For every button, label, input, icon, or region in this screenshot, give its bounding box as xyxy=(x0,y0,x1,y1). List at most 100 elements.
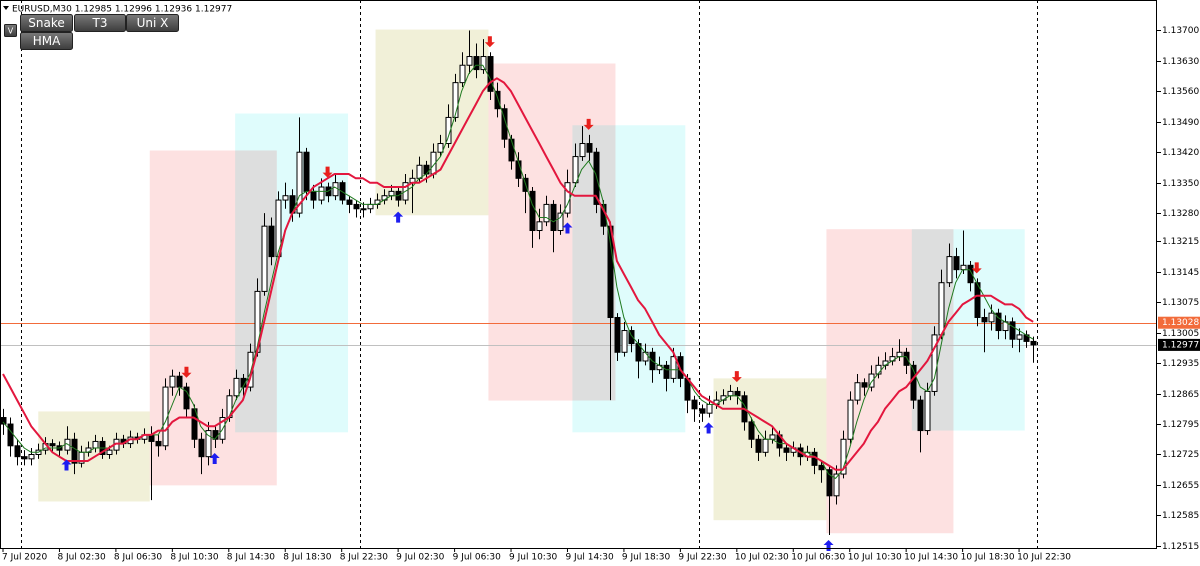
bull-candle-body xyxy=(480,56,487,71)
y-tick-label: 1.12865 xyxy=(1162,390,1199,400)
bear-candle-body xyxy=(903,351,910,366)
bear-candle-body xyxy=(995,312,1002,332)
bull-candle-body xyxy=(452,82,459,118)
y-tick-label: 1.12655 xyxy=(1162,481,1199,491)
zones xyxy=(38,29,1025,534)
close-value: 1.12977 xyxy=(195,4,232,14)
bull-candle-body xyxy=(847,399,854,440)
bull-candle-body xyxy=(854,382,861,401)
x-tick-label: 10 Jul 14:30 xyxy=(904,553,958,563)
bear-candle-body xyxy=(734,390,741,397)
bear-candle-body xyxy=(783,447,790,453)
unix-button[interactable]: Uni X xyxy=(126,14,179,32)
y-tick-label: 1.13350 xyxy=(1162,179,1199,189)
y-tick-label: 1.13005 xyxy=(1162,329,1199,339)
bull-candle-body xyxy=(1016,334,1023,340)
bull-candle-body xyxy=(205,430,212,458)
bear-candle-body xyxy=(614,316,621,353)
bear-candle-body xyxy=(423,164,430,175)
bear-candle-body xyxy=(176,375,183,388)
bear-candle-body xyxy=(7,423,14,447)
bull-candle-body xyxy=(896,351,903,358)
indicator-line xyxy=(2,64,1034,479)
bull-candle-body xyxy=(769,434,776,440)
bull-candle-body xyxy=(416,164,423,179)
low-value: 1.12936 xyxy=(155,4,192,14)
x-tick-label: 10 Jul 06:30 xyxy=(791,553,845,563)
bear-candle-body xyxy=(346,199,353,205)
toolbar: V Snake T3 Uni X HMA xyxy=(4,14,179,50)
bear-candle-body xyxy=(953,256,960,271)
bull-candle-body xyxy=(282,195,289,201)
bear-candle-body xyxy=(755,438,762,453)
x-tick-label: 9 Jul 18:30 xyxy=(622,553,671,563)
y-tick-label: 1.12585 xyxy=(1162,511,1199,521)
bull-candle-body xyxy=(459,64,466,84)
sell-arrow xyxy=(731,371,742,383)
sell-arrow xyxy=(484,36,495,48)
bear-candle-body xyxy=(981,316,988,323)
bull-candle-body xyxy=(28,453,35,460)
buy-arrow xyxy=(703,422,714,434)
snake-button[interactable]: Snake xyxy=(20,14,73,32)
bear-candle-body xyxy=(198,438,205,458)
collapse-button[interactable]: V xyxy=(4,24,17,37)
bull-candle-body xyxy=(360,208,367,211)
buy-arrow xyxy=(61,459,72,471)
buy-arrow xyxy=(823,539,834,551)
bull-candle-body xyxy=(621,330,628,353)
x-tick-label: 8 Jul 10:30 xyxy=(170,553,219,563)
y-tick-label: 1.12935 xyxy=(1162,359,1199,369)
bull-candle-body xyxy=(367,203,374,210)
bull-candle-body xyxy=(642,351,649,362)
open-value: 1.12985 xyxy=(75,4,112,14)
bear-candle-body xyxy=(861,382,868,388)
bear-candle-body xyxy=(155,440,162,447)
bear-candle-body xyxy=(268,225,275,258)
bear-candle-body xyxy=(71,438,78,464)
bear-candle-body xyxy=(14,445,21,458)
collapse-triangle xyxy=(3,6,9,10)
y-tick-label: 1.13215 xyxy=(1162,237,1199,247)
bear-candle-body xyxy=(49,443,56,447)
sell-arrow xyxy=(583,118,594,130)
bull-candle-body xyxy=(727,390,734,397)
bear-candle-body xyxy=(1030,340,1037,346)
bear-candle-body xyxy=(183,386,190,410)
x-tick-label: 8 Jul 06:30 xyxy=(114,553,163,563)
x-tick-label: 9 Jul 02:30 xyxy=(396,553,445,563)
hma-button[interactable]: HMA xyxy=(20,32,73,50)
bull-candle-body xyxy=(437,143,444,153)
t3-button[interactable]: T3 xyxy=(74,14,126,32)
bear-candle-body xyxy=(691,399,698,410)
bull-candle-body xyxy=(466,56,473,66)
bull-candle-body xyxy=(106,449,113,455)
y-tick-label: 1.12515 xyxy=(1162,542,1199,552)
bull-candle-body xyxy=(233,377,240,397)
x-tick-label: 9 Jul 14:30 xyxy=(565,553,614,563)
y-tick-label: 1.13145 xyxy=(1162,268,1199,278)
y-tick-label: 1.13075 xyxy=(1162,298,1199,308)
plot-layer xyxy=(0,0,1157,551)
button-label: Uni X xyxy=(137,16,169,30)
x-tick-label: 10 Jul 02:30 xyxy=(735,553,789,563)
bear-candle-body xyxy=(494,90,501,110)
bull-candle-body xyxy=(318,186,325,201)
bear-candle-body xyxy=(910,364,917,401)
buy-arrow xyxy=(562,222,573,234)
bull-candle-body xyxy=(833,473,840,497)
x-tick-label: 9 Jul 22:30 xyxy=(678,553,727,563)
bull-candle-body xyxy=(960,264,967,271)
bull-candle-body xyxy=(169,375,176,388)
x-tick-label: 8 Jul 14:30 xyxy=(227,553,276,563)
bull-candle-body xyxy=(388,190,395,197)
bull-candle-body xyxy=(924,390,931,432)
y-tick-label: 1.13420 xyxy=(1162,148,1199,158)
x-tick-label: 10 Jul 10:30 xyxy=(848,553,902,563)
y-tick-label: 1.13700 xyxy=(1162,26,1199,36)
bull-candle-body xyxy=(840,438,847,475)
y-tick-label: 1.13560 xyxy=(1162,87,1199,97)
bear-candle-body xyxy=(1009,321,1016,340)
bull-candle-body xyxy=(579,143,586,158)
header: EURUSD,M30 1.12985 1.12996 1.12936 1.129… xyxy=(3,4,232,14)
